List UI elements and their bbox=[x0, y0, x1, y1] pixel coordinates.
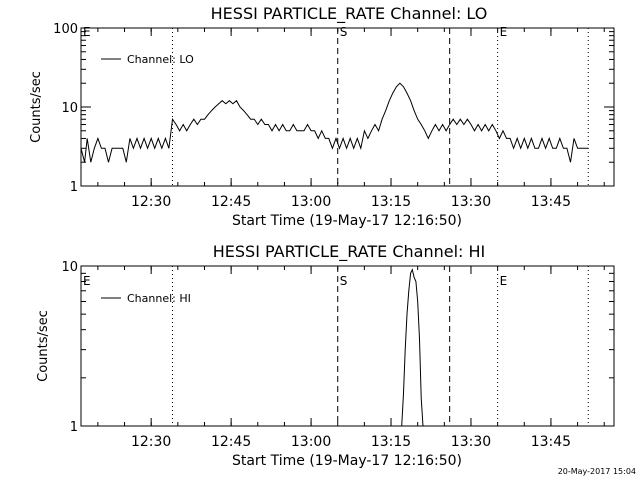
x-tick-label: 13:45 bbox=[531, 434, 571, 450]
x-tick-label: 13:30 bbox=[451, 194, 491, 210]
series-line-hi bbox=[401, 268, 424, 427]
panel-hi-frame bbox=[80, 265, 615, 427]
x-tick-label: 12:45 bbox=[211, 434, 251, 450]
x-tick-label: 13:30 bbox=[451, 434, 491, 450]
legend-hi: Channel: HI bbox=[101, 292, 191, 305]
panel-lo-frame bbox=[80, 27, 615, 187]
x-tick-label: 13:45 bbox=[531, 194, 571, 210]
x-tick-label: 13:15 bbox=[371, 434, 411, 450]
event-marker-label: S bbox=[340, 25, 348, 39]
event-marker-label: E bbox=[500, 25, 508, 39]
panel-lo-title: HESSI PARTICLE_RATE Channel: LO bbox=[211, 4, 488, 24]
x-tick-label: 13:00 bbox=[291, 194, 331, 210]
legend-lo: Channel: LO bbox=[101, 53, 194, 66]
legend-hi-label: Channel: HI bbox=[127, 292, 191, 305]
y-tick-label: 1 bbox=[70, 420, 78, 435]
series-line-lo bbox=[80, 82, 589, 163]
event-marker-label: E bbox=[83, 25, 91, 39]
event-marker-label: E bbox=[500, 274, 508, 288]
x-tick-label: 12:30 bbox=[131, 434, 171, 450]
panel-lo-xlabel: Start Time (19-May-17 12:16:50) bbox=[232, 213, 462, 229]
panel-lo-ylabel: Counts/sec bbox=[29, 71, 44, 143]
y-tick-label: 10 bbox=[61, 260, 78, 275]
event-marker-label: S bbox=[340, 274, 348, 288]
panel-hi-xlabel: Start Time (19-May-17 12:16:50) bbox=[232, 453, 462, 469]
x-tick-label: 13:15 bbox=[371, 194, 411, 210]
y-tick-label: 100 bbox=[53, 22, 78, 37]
legend-lo-label: Channel: LO bbox=[127, 53, 194, 66]
panel-lo: HESSI PARTICLE_RATE Channel: LO Counts/s… bbox=[29, 4, 615, 229]
event-marker-label: E bbox=[83, 274, 91, 288]
panel-lo-ticks: 12:30 12:45 13:00 13:15 13:30 13:45 1 10 100 bbox=[53, 22, 614, 210]
panel-hi-ticks: 12:30 12:45 13:00 13:15 13:30 13:45 1 10 bbox=[61, 260, 614, 450]
footer-timestamp: 20-May-2017 15:04 bbox=[558, 467, 636, 476]
x-tick-label: 13:00 bbox=[291, 434, 331, 450]
x-tick-label: 12:45 bbox=[211, 194, 251, 210]
panel-hi-title: HESSI PARTICLE_RATE Channel: HI bbox=[213, 242, 486, 262]
panel-hi: HESSI PARTICLE_RATE Channel: HI Counts/s… bbox=[36, 242, 615, 469]
y-tick-label: 1 bbox=[70, 180, 78, 195]
panel-hi-ylabel: Counts/sec bbox=[36, 310, 51, 382]
y-tick-label: 10 bbox=[61, 101, 78, 116]
x-tick-label: 12:30 bbox=[131, 194, 171, 210]
